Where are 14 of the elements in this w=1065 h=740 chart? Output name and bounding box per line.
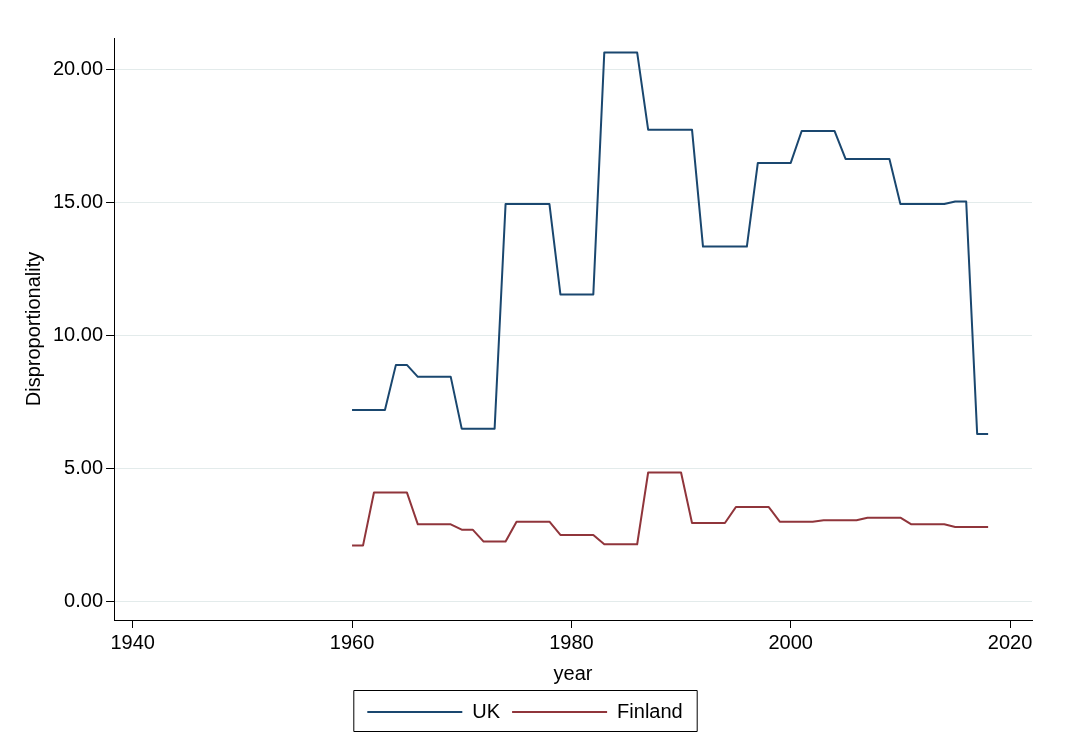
y-tick-label: 10.00 — [52, 323, 104, 346]
y-axis-title: Disproportionality — [21, 251, 44, 407]
y-tick-label: 0.00 — [64, 588, 104, 611]
legend-label: UK — [472, 699, 501, 722]
y-tick-label: 15.00 — [52, 190, 104, 213]
y-tick-label: 5.00 — [64, 456, 104, 479]
y-tick-label: 20.00 — [52, 57, 104, 80]
x-tick-label: 2000 — [768, 630, 813, 653]
x-axis-title: year — [553, 661, 593, 684]
x-tick-label: 1960 — [329, 630, 375, 653]
x-tick-label: 1980 — [549, 630, 594, 653]
x-tick-label: 1940 — [110, 630, 155, 653]
x-tick-label: 2020 — [987, 630, 1033, 653]
legend-label: Finland — [617, 699, 683, 722]
